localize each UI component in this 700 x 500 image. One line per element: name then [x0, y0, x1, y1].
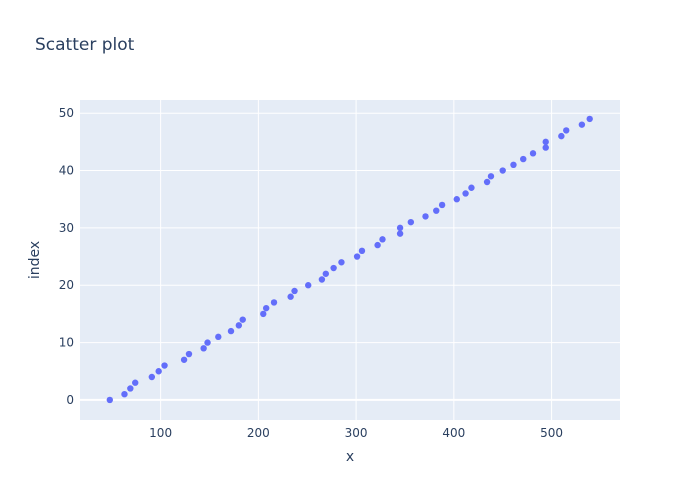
scatter-point: [379, 236, 386, 243]
scatter-point: [235, 322, 243, 329]
scatter-point: [358, 247, 366, 255]
grid: [80, 100, 620, 420]
y-axis-label: index: [27, 241, 43, 279]
scatter-point: [396, 230, 404, 237]
x-tick-labels: 100 200 300 400 500: [149, 426, 563, 440]
scatter-point: [374, 241, 381, 249]
scatter-point: [291, 287, 298, 295]
scatter-point: [239, 316, 246, 323]
scatter-point: [529, 150, 537, 157]
data-points: [106, 115, 593, 404]
scatter-point: [483, 178, 491, 186]
scatter-point: [563, 127, 570, 134]
scatter-point: [542, 144, 549, 151]
y-tick-label: 10: [59, 336, 74, 350]
x-tick-label: 200: [247, 426, 270, 440]
y-tick-labels: 0 10 20 30 40 50: [59, 106, 74, 407]
scatter-point: [180, 356, 188, 363]
scatter-point: [155, 368, 162, 375]
scatter-point: [433, 207, 440, 214]
scatter-point: [305, 282, 312, 289]
x-tick-label: 100: [149, 426, 172, 440]
scatter-point: [487, 173, 495, 180]
scatter-point: [204, 339, 211, 346]
scatter-point: [260, 310, 267, 318]
scatter-point: [468, 184, 475, 191]
scatter-point: [270, 299, 278, 306]
y-tick-label: 50: [59, 106, 74, 120]
x-tick-label: 500: [540, 426, 563, 440]
scatter-point: [338, 259, 345, 266]
scatter-point: [510, 161, 517, 169]
scatter-point: [330, 264, 337, 272]
scatter-point: [318, 276, 326, 283]
chart-title: Scatter plot: [35, 35, 135, 55]
x-tick-label: 400: [442, 426, 465, 440]
y-tick-label: 20: [59, 278, 74, 292]
x-axis-label: x: [346, 449, 354, 465]
scatter-point: [227, 327, 235, 335]
scatter-point: [438, 201, 446, 209]
x-tick-label: 300: [345, 426, 368, 440]
scatter-point: [453, 196, 460, 203]
scatter-point: [322, 270, 330, 277]
scatter-point: [462, 190, 469, 197]
scatter-point: [185, 350, 193, 358]
scatter-point: [262, 304, 270, 312]
scatter-point: [215, 333, 222, 341]
y-tick-label: 40: [59, 164, 74, 178]
scatter-point: [499, 167, 506, 174]
y-tick-label: 0: [66, 393, 74, 407]
scatter-point: [161, 362, 168, 369]
scatter-point: [353, 253, 361, 260]
scatter-point: [200, 345, 207, 352]
scatter-point: [578, 121, 586, 128]
scatter-point: [121, 390, 128, 398]
y-tick-label: 30: [59, 221, 74, 235]
scatter-point: [422, 213, 429, 220]
scatter-point: [132, 379, 139, 386]
scatter-point: [127, 385, 134, 392]
scatter-point: [586, 115, 593, 123]
scatter-point: [520, 155, 527, 163]
scatter-point: [396, 224, 404, 232]
scatter-point: [148, 373, 156, 381]
scatter-point: [287, 293, 294, 300]
scatter-point: [106, 396, 114, 404]
scatter-point: [558, 132, 565, 140]
scatter-point: [542, 138, 549, 146]
scatter-point: [407, 218, 415, 226]
